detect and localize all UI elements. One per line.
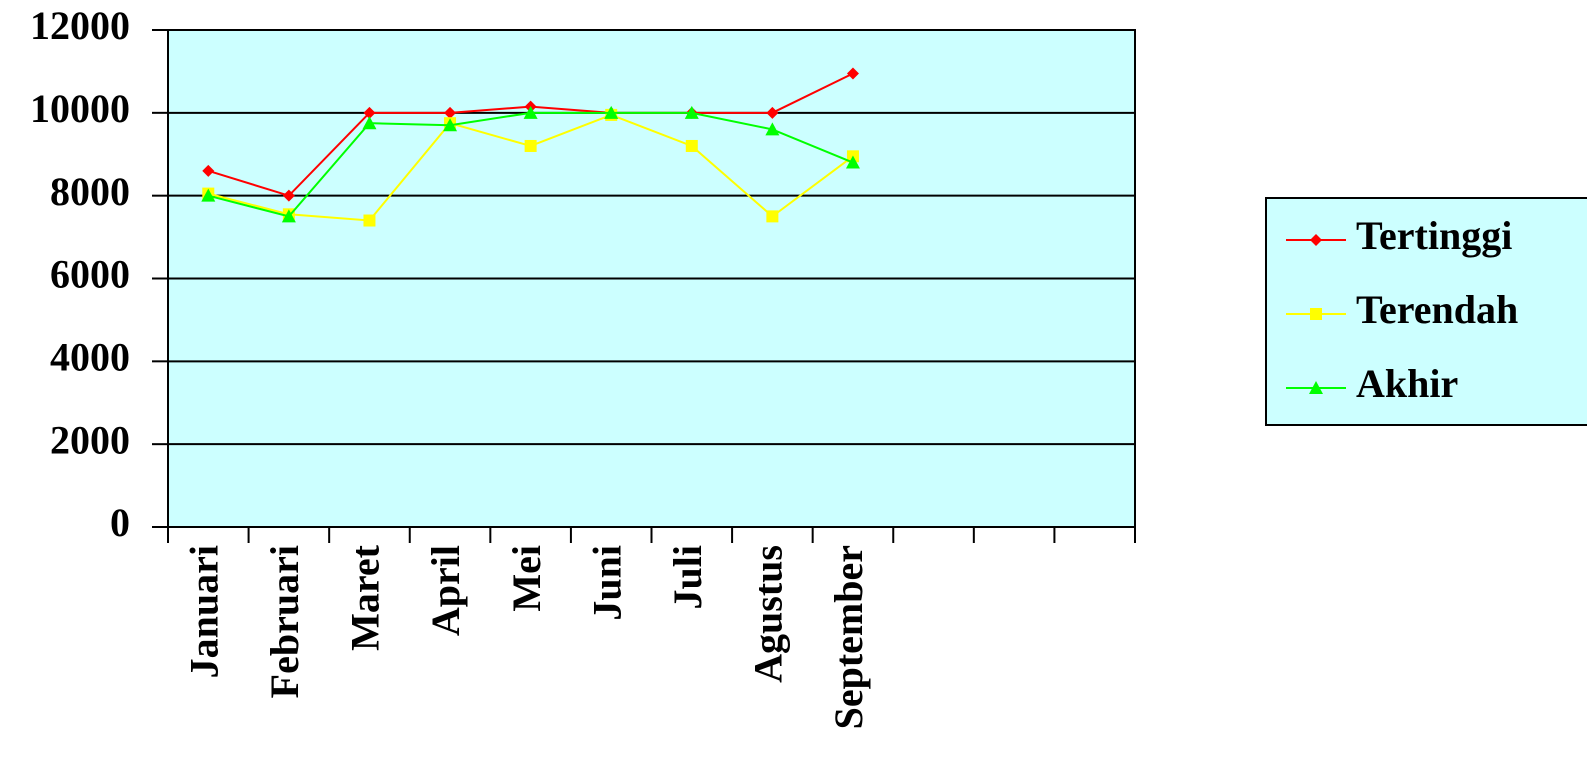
marker bbox=[523, 105, 538, 119]
marker bbox=[444, 106, 457, 119]
marker bbox=[766, 210, 779, 223]
marker bbox=[363, 106, 376, 119]
x-tick-label: Mei bbox=[504, 545, 549, 612]
marker bbox=[281, 209, 296, 223]
y-tick-label: 4000 bbox=[50, 335, 130, 380]
marker bbox=[1309, 381, 1323, 394]
x-tick-label: Agustus bbox=[746, 545, 791, 683]
marker bbox=[765, 122, 780, 136]
x-tick-label: April bbox=[423, 545, 468, 636]
marker bbox=[201, 188, 216, 202]
marker bbox=[684, 105, 699, 119]
marker bbox=[1310, 308, 1322, 320]
x-tick-label: Juli bbox=[665, 545, 710, 609]
marker bbox=[845, 155, 860, 169]
marker bbox=[1310, 234, 1322, 246]
x-tick-label: Februari bbox=[262, 545, 307, 698]
marker bbox=[846, 67, 859, 80]
y-tick-label: 10000 bbox=[30, 86, 130, 131]
x-tick-label: September bbox=[826, 545, 871, 729]
marker bbox=[282, 189, 295, 202]
marker bbox=[363, 214, 376, 227]
y-tick-label: 0 bbox=[110, 500, 130, 545]
marker bbox=[685, 139, 698, 152]
marker bbox=[443, 118, 458, 132]
x-tick-label: Januari bbox=[181, 545, 226, 678]
marker bbox=[362, 116, 377, 130]
y-tick-label: 6000 bbox=[50, 252, 130, 297]
marker bbox=[766, 106, 779, 119]
legend-label: Tertinggi bbox=[1356, 213, 1512, 258]
y-tick-label: 8000 bbox=[50, 169, 130, 214]
x-tick-label: Maret bbox=[343, 544, 388, 651]
y-tick-label: 12000 bbox=[30, 3, 130, 48]
series bbox=[201, 105, 860, 223]
marker bbox=[202, 164, 215, 177]
y-tick-label: 2000 bbox=[50, 417, 130, 462]
marker bbox=[524, 139, 537, 152]
x-tick-label: Juni bbox=[584, 545, 629, 621]
legend-label: Akhir bbox=[1356, 361, 1458, 406]
marker bbox=[604, 105, 619, 119]
legend: Tertinggi Terendah Akhir bbox=[1265, 197, 1587, 426]
legend-label: Terendah bbox=[1356, 287, 1518, 332]
